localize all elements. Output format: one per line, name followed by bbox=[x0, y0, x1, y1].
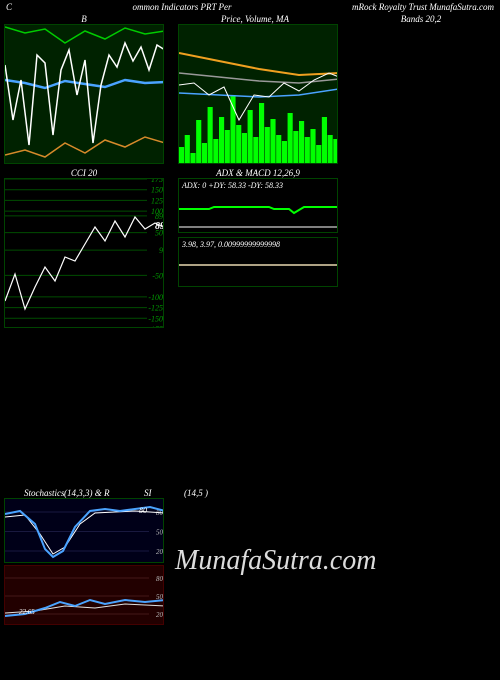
panel-e: 80502080 bbox=[4, 498, 164, 563]
top-title-row: B Price, Volume, MA Bands 20,2 bbox=[0, 14, 500, 24]
title-stoch: Stochastics bbox=[4, 488, 64, 498]
spacer-right bbox=[346, 24, 496, 164]
svg-text:22.65: 22.65 bbox=[19, 608, 35, 616]
panel-a bbox=[4, 24, 164, 164]
mid-title-row: CCI 20 ADX & MACD 12,26,9 bbox=[0, 168, 500, 178]
panel-d1: ADX: 0 +DY: 58.33 -DY: 58.33 bbox=[178, 178, 338, 233]
svg-text:-50: -50 bbox=[152, 271, 163, 280]
svg-text:9: 9 bbox=[159, 246, 163, 255]
top-panels bbox=[0, 24, 500, 164]
header: C ommon Indicators PRT Per mRock Royalty… bbox=[0, 0, 500, 14]
mid-panels: 17515012510089509-50-100-125-150-175 89 … bbox=[0, 178, 500, 328]
hdr-center: ommon Indicators PRT Per bbox=[132, 2, 231, 12]
bottom-title-row: Stochastics (14,3,3) & R SI (14,5 ) bbox=[0, 488, 500, 498]
macd-label: 3.98, 3.97, 0.00999999999998 bbox=[182, 240, 280, 249]
svg-text:150: 150 bbox=[151, 186, 163, 195]
title-stoch2: (14,3,3) & R bbox=[64, 488, 144, 498]
panel-c: 17515012510089509-50-100-125-150-175 89 bbox=[4, 178, 164, 328]
title-b: B bbox=[4, 14, 164, 24]
gap bbox=[0, 328, 500, 488]
svg-text:-125: -125 bbox=[148, 304, 163, 313]
svg-text:175: 175 bbox=[151, 179, 163, 184]
title-si: SI bbox=[144, 488, 184, 498]
svg-text:89: 89 bbox=[155, 212, 163, 221]
title-rsi: (14,5 ) bbox=[184, 488, 496, 498]
panel-b bbox=[178, 24, 338, 164]
hdr-left: C bbox=[6, 2, 12, 12]
panel-d2: 3.98, 3.97, 0.00999999999998 bbox=[178, 237, 338, 287]
hdr-right: mRock Royalty Trust MunafaSutra.com bbox=[352, 2, 494, 12]
panel-f: 80502022.65 bbox=[4, 565, 164, 625]
svg-text:80: 80 bbox=[156, 575, 164, 583]
svg-text:80: 80 bbox=[139, 506, 147, 515]
cci-highlight: 89 bbox=[155, 221, 164, 232]
svg-text:-150: -150 bbox=[148, 314, 163, 323]
title-cci: CCI 20 bbox=[4, 168, 164, 178]
svg-text:20: 20 bbox=[156, 548, 164, 556]
adx-label: ADX: 0 +DY: 58.33 -DY: 58.33 bbox=[182, 181, 283, 190]
svg-text:-175: -175 bbox=[148, 325, 163, 328]
title-bands: Bands 20,2 bbox=[346, 14, 496, 24]
svg-text:-100: -100 bbox=[148, 293, 163, 302]
panel-d-stack: ADX: 0 +DY: 58.33 -DY: 58.33 3.98, 3.97,… bbox=[178, 178, 338, 328]
watermark: MunafaSutra.com bbox=[175, 545, 376, 577]
svg-text:125: 125 bbox=[151, 196, 163, 205]
title-adx: ADX & MACD 12,26,9 bbox=[178, 168, 338, 178]
title-price: Price, Volume, MA bbox=[175, 14, 335, 24]
svg-text:20: 20 bbox=[156, 611, 164, 619]
svg-text:50: 50 bbox=[156, 529, 164, 537]
